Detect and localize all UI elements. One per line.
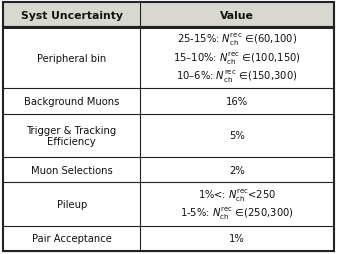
Text: 1%: 1% xyxy=(229,233,245,243)
Text: 5%: 5% xyxy=(229,131,245,141)
Text: Syst Uncertainty: Syst Uncertainty xyxy=(21,10,123,21)
Bar xyxy=(3,28,334,89)
Bar xyxy=(3,89,334,114)
Bar xyxy=(3,114,334,157)
Text: 1%<: $N_{\rm ch}^{\rm rec}$<250
1-5%: $N_{\rm ch}^{\rm rec}$ ∈(250,300): 1%<: $N_{\rm ch}^{\rm rec}$<250 1-5%: $N… xyxy=(180,187,294,221)
Text: Pair Acceptance: Pair Acceptance xyxy=(32,233,112,243)
Bar xyxy=(3,3,334,28)
Text: 16%: 16% xyxy=(226,97,248,107)
Bar xyxy=(3,226,334,251)
Bar xyxy=(3,183,334,226)
Text: Background Muons: Background Muons xyxy=(24,97,119,107)
Text: 2%: 2% xyxy=(229,165,245,175)
Text: Trigger & Tracking
Efficiency: Trigger & Tracking Efficiency xyxy=(27,125,117,147)
Text: 25-15%: $N_{\rm ch}^{\rm rec}$ ∈(60,100)
15–10%: $N_{\rm ch}^{\rm rec}$ ∈(100,15: 25-15%: $N_{\rm ch}^{\rm rec}$ ∈(60,100)… xyxy=(173,32,301,85)
Text: Muon Selections: Muon Selections xyxy=(31,165,113,175)
Bar xyxy=(3,157,334,183)
Text: Pileup: Pileup xyxy=(57,199,87,209)
Text: Peripheral bin: Peripheral bin xyxy=(37,54,106,64)
Text: Value: Value xyxy=(220,10,254,21)
